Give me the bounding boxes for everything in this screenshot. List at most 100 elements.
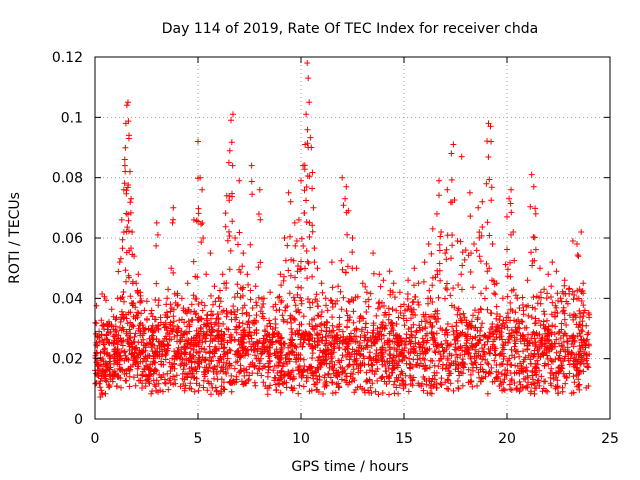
data-point (177, 362, 184, 369)
data-point (523, 364, 530, 371)
data-point (195, 138, 201, 145)
data-point (575, 358, 582, 365)
data-point (148, 307, 155, 314)
data-point (558, 362, 565, 369)
data-point (560, 370, 567, 377)
data-point (253, 302, 260, 309)
data-point (457, 330, 464, 337)
data-point (304, 258, 311, 265)
data-point (527, 203, 534, 210)
data-point (385, 305, 392, 312)
data-point (532, 305, 539, 312)
data-point (574, 252, 581, 258)
data-point (375, 391, 382, 398)
data-point (504, 367, 511, 374)
data-point (339, 337, 346, 344)
data-point (429, 375, 436, 382)
data-point (553, 336, 560, 343)
y-tick-label: 0 (74, 412, 83, 428)
data-point (123, 377, 130, 384)
data-point (322, 340, 328, 347)
data-point (259, 304, 265, 311)
data-point (437, 381, 444, 387)
data-point (203, 271, 210, 278)
data-point (121, 180, 128, 187)
data-point (428, 250, 435, 257)
data-point (184, 371, 191, 378)
data-point (534, 361, 541, 368)
data-point (286, 355, 293, 362)
data-point (99, 291, 106, 297)
data-point (417, 327, 424, 334)
data-point (365, 303, 372, 310)
data-point (376, 331, 382, 338)
data-point (477, 305, 484, 312)
data-point (428, 324, 435, 331)
data-point (379, 299, 385, 306)
data-point (390, 381, 397, 388)
data-point (367, 355, 374, 361)
data-point (347, 353, 354, 360)
data-point (334, 340, 341, 347)
data-point (434, 271, 441, 278)
data-point (296, 309, 303, 316)
data-point (475, 204, 482, 211)
data-point (332, 334, 339, 341)
data-point (411, 282, 417, 289)
data-point (147, 361, 154, 368)
data-point (412, 294, 418, 300)
data-point (290, 257, 297, 264)
data-point (530, 380, 537, 387)
data-point (118, 355, 125, 362)
data-point (549, 370, 556, 377)
data-point (321, 349, 328, 356)
data-point (137, 328, 144, 335)
data-point (133, 344, 140, 351)
data-point (259, 365, 266, 372)
data-point (343, 183, 350, 190)
data-point (221, 348, 227, 355)
data-point (497, 361, 503, 368)
data-point (349, 351, 355, 358)
data-point (234, 358, 241, 365)
data-point (125, 340, 132, 347)
data-point (249, 305, 256, 311)
data-point (540, 308, 547, 315)
data-point (196, 355, 203, 361)
data-point (138, 339, 145, 346)
data-point (491, 290, 498, 297)
data-point (275, 294, 281, 301)
data-point (583, 384, 590, 391)
data-point (499, 387, 506, 394)
x-tick-label: 20 (498, 431, 516, 447)
data-point (118, 384, 124, 391)
data-point (164, 327, 170, 334)
data-point (217, 353, 224, 360)
data-point (196, 363, 203, 370)
data-point (327, 374, 334, 381)
data-point (128, 351, 135, 358)
data-point (416, 362, 423, 369)
data-point (128, 245, 134, 252)
data-point (489, 324, 496, 331)
data-point (558, 320, 565, 327)
data-point (218, 364, 225, 371)
data-point (561, 330, 568, 337)
data-point (346, 333, 353, 340)
data-point (396, 289, 403, 296)
data-point (453, 335, 460, 342)
data-point (164, 295, 171, 302)
data-point (155, 302, 162, 309)
data-point (119, 342, 126, 349)
data-point (478, 232, 485, 239)
data-point (302, 335, 309, 341)
data-point (401, 381, 408, 388)
data-point (562, 380, 569, 387)
data-point (284, 242, 291, 249)
data-point (378, 375, 385, 382)
data-point (124, 184, 131, 191)
data-point (206, 350, 213, 357)
data-point (199, 186, 206, 193)
data-point (358, 345, 365, 352)
x-axis-label: GPS time / hours (291, 459, 408, 475)
